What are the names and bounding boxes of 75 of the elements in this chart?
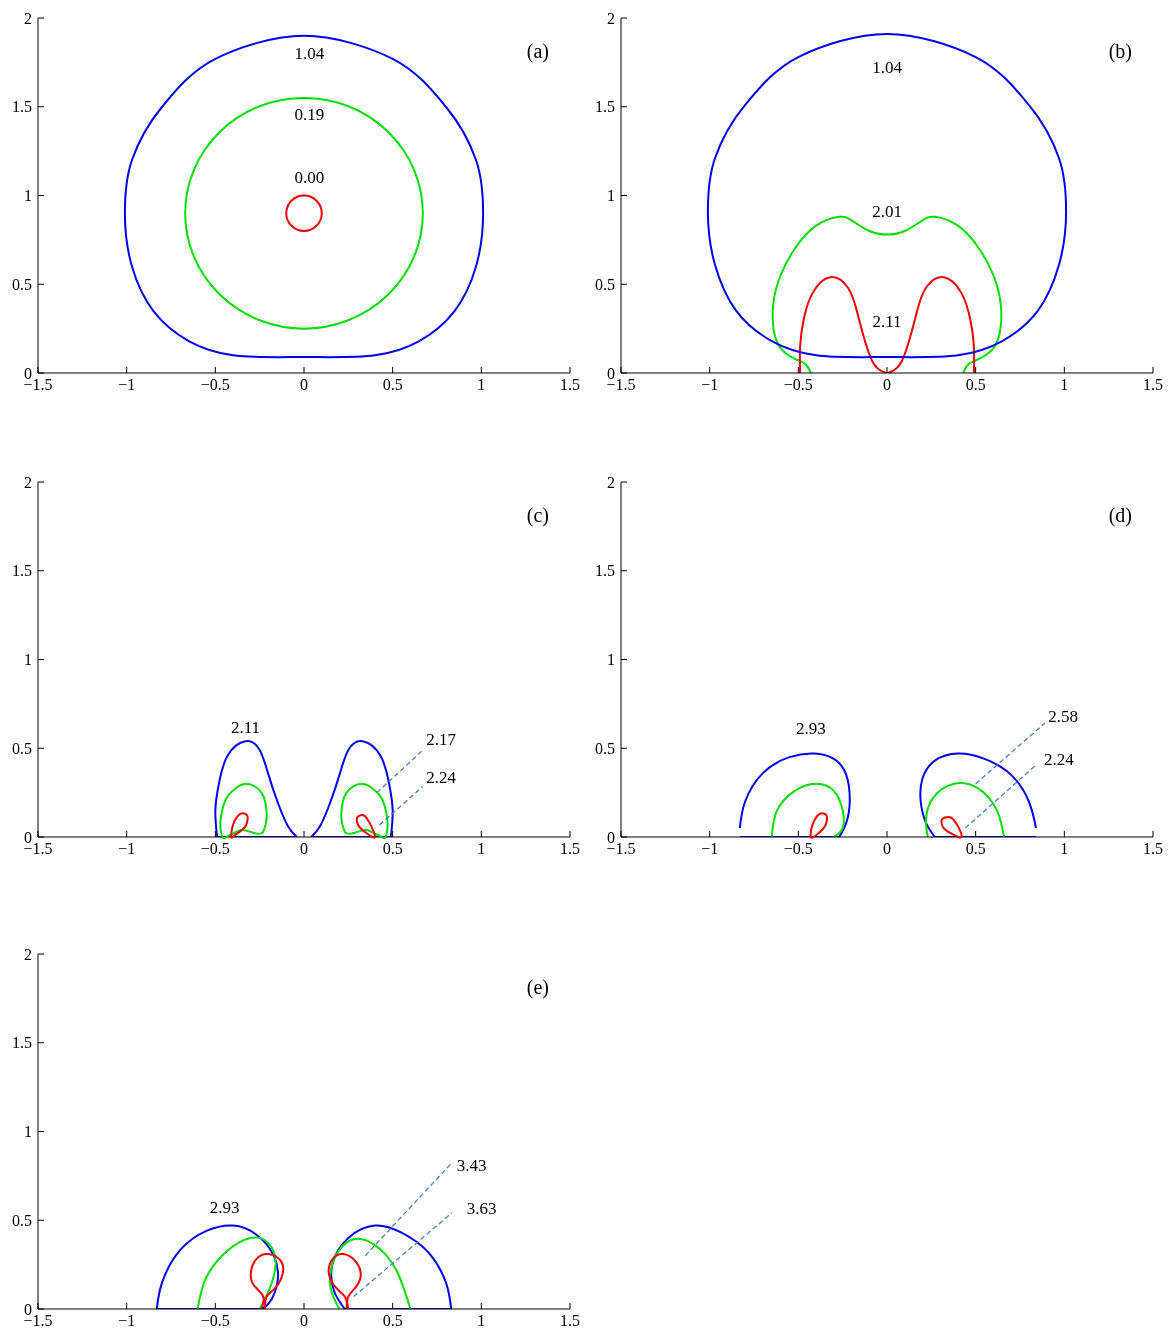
x-tick-label: 0 — [300, 840, 308, 858]
x-tick-label: 1 — [477, 840, 486, 858]
y-tick-label: 0.5 — [12, 275, 32, 293]
y-tick-label: 1 — [24, 1123, 32, 1141]
annotation: 2.11 — [230, 717, 261, 737]
x-tick-label: −0.5 — [783, 376, 813, 394]
x-tick-label: −0.5 — [783, 840, 813, 858]
annotation: 2.93 — [209, 1197, 240, 1217]
annotation: 0.00 — [294, 168, 325, 188]
x-tick-label: −0.5 — [200, 1312, 230, 1330]
y-tick-label: 2 — [24, 473, 32, 491]
y-tick-label: 0.5 — [595, 739, 615, 757]
x-tick-label: 1.5 — [1143, 376, 1163, 394]
annotation: 2.11 — [872, 312, 902, 332]
x-tick-label: −1 — [118, 1312, 136, 1330]
annotation: 3.63 — [466, 1198, 497, 1218]
x-tick-label: 1.5 — [560, 376, 580, 394]
y-tick-label: 1.5 — [12, 98, 32, 116]
text: (c) — [526, 504, 549, 527]
y-tick-label: 0.5 — [595, 275, 615, 293]
y-tick-label: 0 — [24, 364, 32, 382]
annotation: 1.04 — [294, 44, 325, 64]
y-tick-label: 1 — [24, 187, 32, 205]
x-tick-label: −0.5 — [200, 840, 230, 858]
y-tick-label: 0 — [607, 364, 615, 382]
annotation: 2.58 — [1048, 706, 1078, 726]
y-tick-label: 1.5 — [595, 562, 615, 580]
x-tick-label: −1 — [118, 840, 136, 858]
text: (b) — [1108, 40, 1132, 63]
x-tick-label: −1 — [118, 376, 136, 394]
x-tick-label: 0.5 — [382, 1312, 403, 1330]
y-tick-label: 1 — [607, 651, 615, 669]
x-tick-label: −1 — [701, 840, 719, 858]
y-tick-label: 0 — [24, 1300, 32, 1318]
y-tick-label: 0.5 — [12, 1211, 32, 1229]
y-tick-label: 1.5 — [12, 1034, 32, 1052]
annotation: 0.19 — [294, 104, 325, 124]
y-tick-label: 1 — [607, 187, 615, 205]
x-tick-label: 1 — [477, 376, 486, 394]
x-tick-label: 0 — [883, 840, 891, 858]
x-tick-label: 1 — [1060, 840, 1069, 858]
x-tick-label: 0.5 — [382, 376, 403, 394]
annotation: 3.43 — [456, 1155, 487, 1175]
y-tick-label: 1 — [24, 651, 32, 669]
x-tick-label: 0 — [300, 376, 308, 394]
x-tick-label: 1 — [477, 1312, 486, 1330]
x-tick-label: 1.5 — [560, 1312, 580, 1330]
y-tick-label: 2 — [607, 473, 615, 491]
annotation: 2.24 — [426, 768, 457, 788]
x-tick-label: 1.5 — [560, 840, 580, 858]
x-tick-label: 0 — [883, 376, 891, 394]
annotation: 2.93 — [796, 719, 826, 739]
y-tick-label: 1.5 — [12, 562, 32, 580]
annotation: 2.24 — [1043, 749, 1075, 769]
annotation: 2.01 — [872, 202, 902, 222]
x-tick-label: 1.5 — [1143, 840, 1163, 858]
x-tick-label: 0.5 — [965, 376, 986, 394]
text: (a) — [526, 40, 549, 63]
y-tick-label: 0.5 — [12, 739, 32, 757]
x-tick-label: 0.5 — [965, 840, 986, 858]
x-tick-label: 1 — [1060, 376, 1069, 394]
y-tick-label: 2 — [24, 9, 32, 27]
annotation: 1.04 — [872, 58, 903, 78]
y-tick-label: 1.5 — [595, 98, 615, 116]
y-tick-label: 2 — [607, 9, 615, 27]
y-tick-label: 2 — [24, 945, 32, 963]
x-tick-label: −0.5 — [200, 376, 230, 394]
text: (e) — [526, 976, 549, 999]
text: (d) — [1108, 504, 1132, 527]
x-tick-label: 0 — [300, 1312, 308, 1330]
x-tick-label: 0.5 — [382, 840, 403, 858]
x-tick-label: −1 — [701, 376, 719, 394]
y-tick-label: 0 — [24, 828, 32, 846]
y-tick-label: 0 — [607, 828, 615, 846]
annotation: 2.17 — [426, 730, 457, 750]
